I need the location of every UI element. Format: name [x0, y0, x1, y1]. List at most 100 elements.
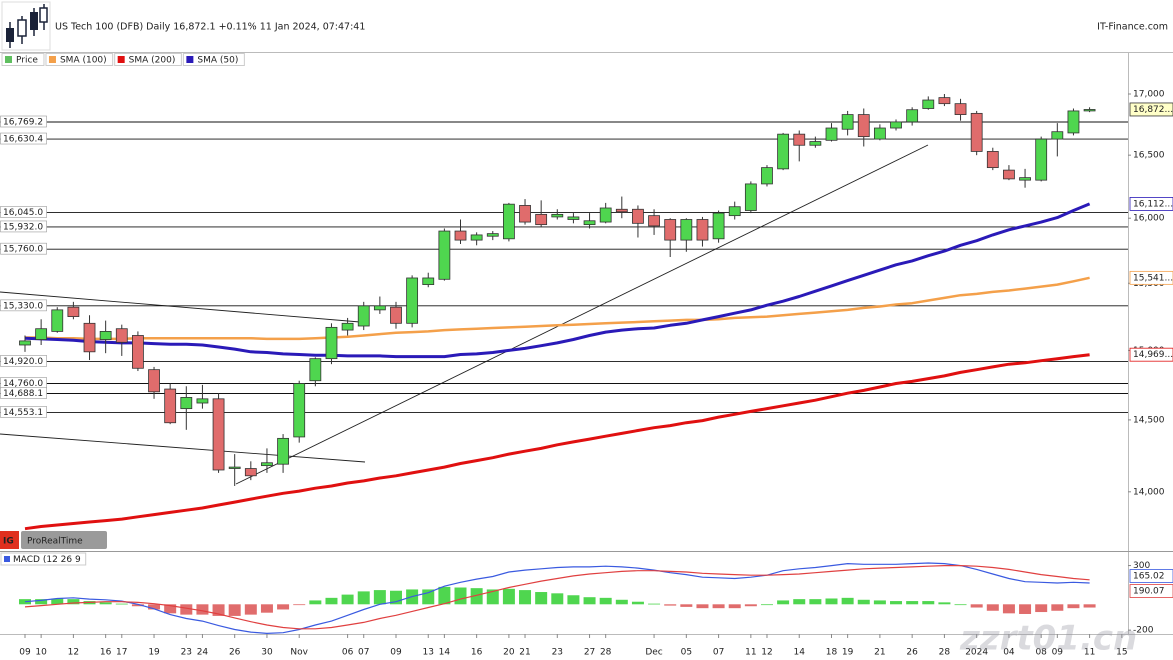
candle-body — [341, 322, 354, 331]
macd-histogram-bar — [35, 599, 48, 605]
x-tick-label: 07 — [713, 648, 724, 658]
candle-body — [1051, 131, 1064, 140]
macd-histogram-bar — [841, 597, 854, 605]
candle-body — [857, 114, 870, 138]
x-tick-label: 16 — [471, 648, 483, 658]
x-tick-label: 07 — [358, 648, 369, 658]
icon-body — [30, 12, 38, 30]
source-label: IT-Finance.com — [1097, 22, 1168, 33]
macd-histogram-bar — [357, 591, 370, 605]
pane-title-box — [0, 552, 87, 566]
legend-swatch — [5, 56, 12, 63]
x-tick-label: 17 — [116, 648, 127, 658]
x-tick-label: 16 — [100, 648, 112, 658]
macd-histogram-bar — [712, 604, 725, 609]
macd-histogram-bar — [19, 599, 31, 605]
x-tick-label: 09 — [19, 648, 31, 658]
level-label-box — [0, 299, 47, 312]
macd-histogram-bar — [1019, 604, 1032, 614]
macd-histogram-bar — [825, 598, 838, 605]
candle-body — [325, 326, 338, 360]
candle-body — [1035, 138, 1048, 181]
macd-histogram-bar — [680, 604, 693, 607]
candle-body — [712, 212, 725, 240]
legend-label: SMA (100) — [60, 56, 107, 66]
macd-histogram-bar — [1035, 604, 1048, 613]
last-value-label: 16,112... — [1133, 199, 1173, 209]
candle-body — [373, 305, 386, 311]
pane-title: MACD (12 26 9 — [13, 555, 81, 565]
candle-body — [680, 219, 693, 241]
macd-histogram-bar — [131, 604, 144, 607]
last-value-badge — [1129, 569, 1173, 583]
macd-histogram-bar — [583, 597, 596, 605]
candle-body — [196, 398, 209, 404]
trend-line — [0, 291, 361, 323]
candle-body — [551, 213, 564, 218]
candle-body — [293, 383, 306, 438]
logo-box — [0, 531, 19, 549]
x-tick-label: 09 — [390, 648, 402, 658]
level-label: 14,920.0 — [3, 357, 43, 367]
macd-histogram-bar — [615, 599, 628, 605]
candle-body — [890, 121, 902, 129]
watermark-box — [21, 531, 107, 549]
candle-body — [664, 219, 677, 241]
x-tick-label: Nov — [290, 648, 308, 658]
x-tick-label: 14 — [439, 648, 451, 658]
x-tick-label: 23 — [181, 648, 192, 658]
macd-histogram-bar — [1002, 604, 1015, 614]
candle-body — [357, 305, 370, 327]
candle-body — [954, 103, 967, 115]
macd-histogram-bar — [809, 599, 822, 605]
candle-body — [1067, 110, 1080, 134]
legend-box — [182, 53, 245, 66]
macd-histogram-bar — [890, 601, 903, 605]
candle-body — [180, 397, 193, 410]
macd-histogram-bar — [551, 593, 564, 605]
legend-swatch — [48, 56, 56, 63]
x-tick-label: Dec — [645, 648, 662, 658]
macd-line — [24, 565, 1090, 630]
legend-box — [114, 53, 182, 66]
level-label-box — [0, 206, 47, 218]
macd-histogram-bar — [293, 604, 306, 606]
legend-label: SMA (50) — [197, 56, 238, 66]
plot-layer: Price SMA (100) SMA (200) SMA (50) 14,000 14,… — [0, 53, 1173, 659]
level-label: 15,760.0 — [3, 245, 43, 255]
candle-body — [922, 99, 935, 109]
macd-histogram-bar — [857, 599, 870, 605]
macd-histogram-bar — [470, 588, 483, 605]
x-tick-label: 12 — [761, 648, 772, 658]
macd-histogram-bar — [99, 602, 112, 605]
x-tick-label: 15 — [1116, 648, 1127, 658]
x-tick-label: 14 — [794, 648, 806, 658]
y-tick-label: 14,000 — [1133, 487, 1165, 497]
x-tick-label: 05 — [681, 648, 692, 658]
sma-line — [25, 276, 1090, 341]
sma-line — [24, 202, 1091, 359]
candle-body — [438, 230, 451, 280]
candle-body — [583, 220, 596, 226]
candle-body — [19, 340, 31, 346]
candle-body — [422, 277, 435, 285]
macd-histogram-bar — [744, 604, 757, 607]
candle-body — [1019, 177, 1031, 181]
macd-histogram-bar — [486, 589, 499, 605]
x-tick-label: 04 — [1003, 648, 1015, 658]
last-value-label: 16,872... — [1133, 105, 1173, 115]
icon-body — [6, 28, 14, 42]
macd-histogram-bar — [986, 604, 999, 611]
candle-body — [148, 369, 160, 393]
macd-histogram-bar — [696, 604, 709, 609]
candle-body — [1003, 169, 1015, 180]
macd-histogram-bar — [1083, 604, 1096, 608]
level-label: 15,330.0 — [3, 301, 43, 311]
app-icon — [1, 1, 51, 51]
y-tick-label: 16,500 — [1133, 151, 1165, 161]
candle-body — [502, 203, 515, 240]
macd-histogram-bar — [519, 590, 532, 605]
last-value-badge — [1129, 102, 1173, 117]
x-tick-label: 28 — [600, 648, 612, 658]
